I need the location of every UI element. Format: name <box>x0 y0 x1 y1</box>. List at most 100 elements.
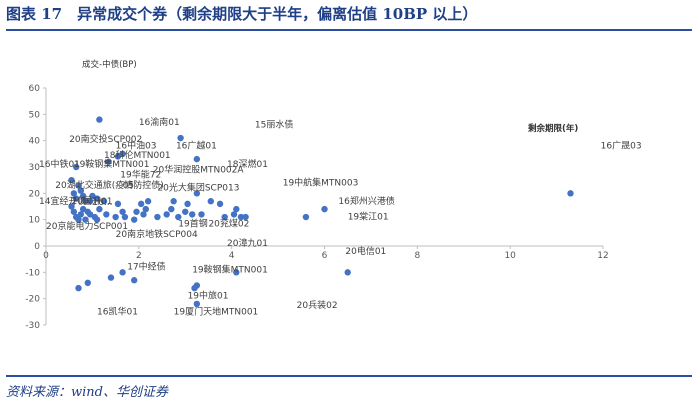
point-label: 19华能72 <box>120 169 161 181</box>
y-axis-label: 成交-中债(BP) <box>82 59 137 70</box>
point-label: 16中油03 <box>116 140 157 152</box>
data-point <box>79 192 87 200</box>
data-points <box>68 116 574 308</box>
point-label: 19鞍钢集MTN001 <box>192 263 268 275</box>
data-point <box>133 208 140 215</box>
y-tick-label: -30 <box>25 321 40 331</box>
footer-divider <box>6 375 692 377</box>
point-label: 16渝南01 <box>139 116 180 128</box>
data-point <box>75 216 82 223</box>
data-point <box>198 211 205 218</box>
data-point <box>302 213 310 221</box>
point-label: 15丽水债 <box>255 119 293 131</box>
data-point <box>100 198 108 205</box>
point-label: 20光大集团SCP013 <box>157 182 239 194</box>
data-point <box>103 211 110 218</box>
x-tick-label: 2 <box>136 251 142 261</box>
point-label: 20漳九01 <box>227 237 268 249</box>
figure-header: 图表 17 异常成交个券（剩余期限大于半年，偏离估值 10BP 以上） <box>0 0 700 28</box>
data-point <box>72 195 80 202</box>
y-tick-label: 60 <box>29 84 41 94</box>
y-tick-label: -20 <box>25 295 40 305</box>
data-point <box>96 116 103 123</box>
data-point <box>189 211 196 218</box>
point-label: 20电信01 <box>345 245 386 257</box>
data-point <box>193 155 201 163</box>
point-label: 20湖北交通旅(疫情防控债) <box>55 179 163 191</box>
title-divider <box>6 29 692 31</box>
data-point <box>84 208 91 215</box>
x-tick-label: 4 <box>229 251 235 261</box>
data-point <box>137 200 145 208</box>
data-point <box>119 150 126 158</box>
x-tick-label: 6 <box>322 251 328 261</box>
data-point <box>321 205 328 213</box>
point-label: 17中经债 <box>127 261 165 273</box>
data-point <box>168 205 175 213</box>
y-tick-label: 10 <box>29 216 41 226</box>
data-point <box>144 198 152 205</box>
point-label: 18深燃01 <box>227 158 268 170</box>
data-point <box>177 134 184 142</box>
point-label: 05 <box>123 181 134 191</box>
point-label: 20南交投SCP002 <box>69 133 142 145</box>
data-point <box>79 205 87 213</box>
point-label: 16广越01 <box>176 140 217 152</box>
y-tick-label: 50 <box>29 110 41 120</box>
y-tick-label: 20 <box>29 189 41 199</box>
data-point <box>121 213 129 221</box>
data-point <box>96 205 103 213</box>
data-point <box>68 203 75 210</box>
data-point <box>182 208 189 215</box>
data-point <box>242 213 249 221</box>
data-point <box>114 200 122 208</box>
data-point <box>193 300 201 308</box>
data-point <box>175 213 182 221</box>
data-point <box>75 284 82 292</box>
data-point <box>221 213 228 221</box>
data-point <box>75 182 82 189</box>
data-point <box>89 192 96 200</box>
data-point <box>82 216 89 223</box>
point-label: 16中铁01 <box>39 158 80 170</box>
data-point <box>77 211 85 218</box>
data-point <box>233 269 240 276</box>
data-point <box>84 279 91 287</box>
data-point <box>68 176 75 184</box>
point-label: 20京能电力SCP001 <box>46 220 128 232</box>
data-point <box>77 187 85 194</box>
point-label: 19鞍钢集MTN001 <box>74 158 150 170</box>
data-point <box>82 198 89 205</box>
data-point <box>70 208 78 215</box>
point-label: 20华润控股MTN002A <box>153 163 245 175</box>
data-point <box>119 208 126 215</box>
data-point <box>86 198 94 205</box>
data-point <box>107 274 115 281</box>
data-point <box>140 211 147 218</box>
y-tick-label: 30 <box>29 163 41 173</box>
point-label: 19中旅01 <box>188 290 229 302</box>
data-point <box>193 190 201 197</box>
point-label: 18科伦MTN001 <box>104 149 171 161</box>
data-point <box>233 205 240 213</box>
data-point <box>105 158 112 165</box>
y-tick-label: 40 <box>29 137 41 147</box>
x-tick-label: 10 <box>504 251 516 261</box>
data-point <box>216 200 224 208</box>
data-point <box>130 277 138 284</box>
data-point <box>170 198 177 205</box>
point-label: 16... <box>92 198 112 208</box>
point-label: 16凯华01 <box>97 305 138 317</box>
point-label: 20兵装02 <box>297 299 338 311</box>
data-point <box>154 213 161 221</box>
data-point <box>114 153 122 160</box>
x-axis-label: 剩余期限(年) <box>528 123 578 134</box>
x-tick-label: 0 <box>43 251 49 261</box>
point-label: 19中航集MTN003 <box>283 176 359 188</box>
data-point <box>119 269 126 276</box>
y-tick-label: 0 <box>34 242 40 252</box>
data-point <box>567 190 574 197</box>
data-point <box>163 211 170 218</box>
point-label: 19首钢 <box>178 217 207 229</box>
